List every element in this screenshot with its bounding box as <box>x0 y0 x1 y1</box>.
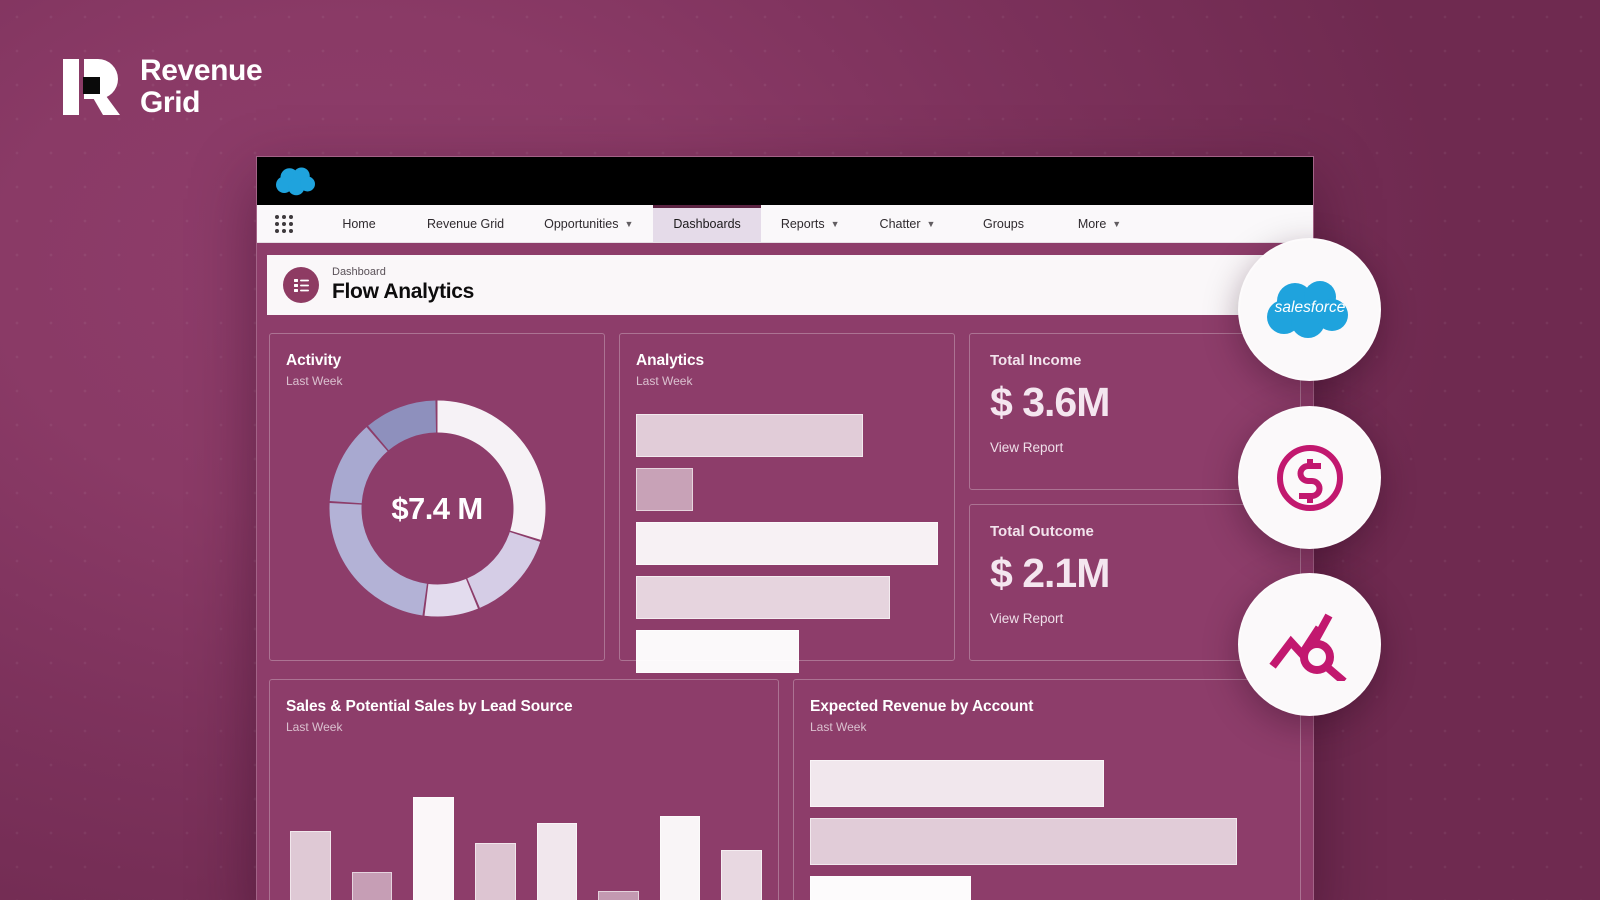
kpi-value: $ 3.6M <box>990 379 1110 425</box>
analytics-badge <box>1238 573 1381 716</box>
salesforce-navbar: Home Revenue Grid Opportunities ▼ Dashbo… <box>257 205 1313 243</box>
nav-item-more[interactable]: More ▼ <box>1052 205 1148 242</box>
donut-slice <box>424 578 478 617</box>
page-title: Flow Analytics <box>332 280 475 303</box>
view-report-link[interactable]: View Report <box>990 440 1064 456</box>
dashboard-list-icon <box>283 267 319 303</box>
card-title: Activity <box>286 352 342 369</box>
nav-item-label: Reports <box>780 216 825 231</box>
kpi-label: Total Outcome <box>990 523 1094 540</box>
chevron-down-icon: ▼ <box>926 219 936 229</box>
kpi-label: Total Income <box>990 352 1082 369</box>
dashboard-top-row: Activity Last Week $7.4 M Analytics <box>269 333 1301 673</box>
salesforce-topbar <box>257 157 1313 205</box>
expected-revenue-bar-chart <box>810 760 1284 900</box>
donut-slice <box>329 503 427 616</box>
card-title: Sales & Potential Sales by Lead Source <box>286 698 573 715</box>
donut-svg <box>329 400 545 617</box>
app-launcher-grid-icon[interactable] <box>257 205 311 242</box>
analytics-bar-chart <box>636 414 938 673</box>
dashboard-bottom-row: Sales & Potential Sales by Lead Source L… <box>269 679 1301 900</box>
nav-item-label: Groups <box>983 216 1025 231</box>
bar <box>598 890 639 900</box>
card-subtitle: Last Week <box>286 374 343 388</box>
revenue-badge <box>1238 406 1381 549</box>
dashboard-header: Dashboard Flow Analytics <box>267 255 1303 315</box>
nav-item-label: More <box>1077 216 1107 231</box>
salesforce-wordmark: salesforce <box>1274 299 1345 316</box>
activity-donut-chart: $7.4 M <box>286 396 588 621</box>
bar <box>636 630 800 673</box>
bar <box>474 843 516 900</box>
bar <box>413 797 454 900</box>
bar <box>636 468 694 511</box>
bar <box>659 815 701 900</box>
revenue-grid-logo: Revenue Grid <box>62 54 263 120</box>
dashboard-eyebrow: Dashboard <box>332 265 386 278</box>
card-subtitle: Last Week <box>810 720 867 734</box>
bar <box>636 576 890 619</box>
bar <box>810 818 1237 865</box>
card-expected-revenue: Expected Revenue by Account Last Week <box>793 679 1301 900</box>
chevron-down-icon: ▼ <box>1112 219 1122 229</box>
nav-item-home[interactable]: Home <box>311 205 407 242</box>
card-subtitle: Last Week <box>286 720 343 734</box>
chevron-down-icon: ▼ <box>830 219 840 229</box>
card-analytics: Analytics Last Week <box>619 333 955 673</box>
view-report-link[interactable]: View Report <box>990 611 1064 627</box>
donut-slices <box>329 400 545 617</box>
nav-item-groups[interactable]: Groups <box>956 205 1052 242</box>
trend-search-icon <box>1268 613 1347 681</box>
nav-item-label: Revenue Grid <box>427 216 505 231</box>
bar <box>810 876 972 900</box>
nav-item-revenue-grid[interactable]: Revenue Grid <box>407 205 524 242</box>
kpi-column: Total Income $ 3.6M View Report Total Ou… <box>969 333 1301 661</box>
nav-item-chatter[interactable]: Chatter ▼ <box>860 205 956 242</box>
dashboard-body: Activity Last Week $7.4 M Analytics <box>257 315 1313 900</box>
nav-item-opportunities[interactable]: Opportunities ▼ <box>524 205 653 242</box>
bar <box>721 849 762 900</box>
nav-item-label: Opportunities <box>544 216 619 231</box>
donut-slice <box>329 427 388 504</box>
bar <box>636 414 863 457</box>
revenue-grid-wordmark: Revenue Grid <box>140 54 263 120</box>
salesforce-cloud-icon <box>276 167 315 196</box>
nav-item-label: Dashboards <box>673 216 741 231</box>
nav-item-label: Home <box>342 216 376 231</box>
lead-source-bar-chart <box>286 758 762 900</box>
nav-item-dashboards[interactable]: Dashboards <box>653 205 761 242</box>
bar <box>290 831 331 900</box>
nav-item-label: Chatter <box>879 216 921 231</box>
dollar-circle-icon <box>1276 444 1343 511</box>
donut-slice <box>367 400 436 451</box>
salesforce-app-window: Home Revenue Grid Opportunities ▼ Dashbo… <box>256 156 1314 900</box>
bar <box>810 760 1104 807</box>
chevron-down-icon: ▼ <box>624 219 634 229</box>
nav-item-reports[interactable]: Reports ▼ <box>761 205 860 242</box>
salesforce-cloud-icon: salesforce <box>1266 280 1348 338</box>
salesforce-badge: salesforce <box>1238 238 1381 381</box>
card-subtitle: Last Week <box>636 374 693 388</box>
card-title: Expected Revenue by Account <box>810 698 1034 715</box>
bar <box>351 871 393 900</box>
kpi-value: $ 2.1M <box>990 550 1110 596</box>
card-lead-source: Sales & Potential Sales by Lead Source L… <box>269 679 779 900</box>
card-title: Analytics <box>636 352 705 369</box>
bar <box>536 822 578 900</box>
revenue-grid-mark-icon <box>63 59 120 116</box>
card-total-outcome: Total Outcome $ 2.1M View Report <box>969 504 1301 661</box>
donut-slice <box>437 400 545 540</box>
bar <box>636 522 938 565</box>
donut-center-value: $7.4 M <box>391 490 483 526</box>
donut-slice <box>466 531 540 608</box>
card-activity: Activity Last Week $7.4 M <box>269 333 605 661</box>
